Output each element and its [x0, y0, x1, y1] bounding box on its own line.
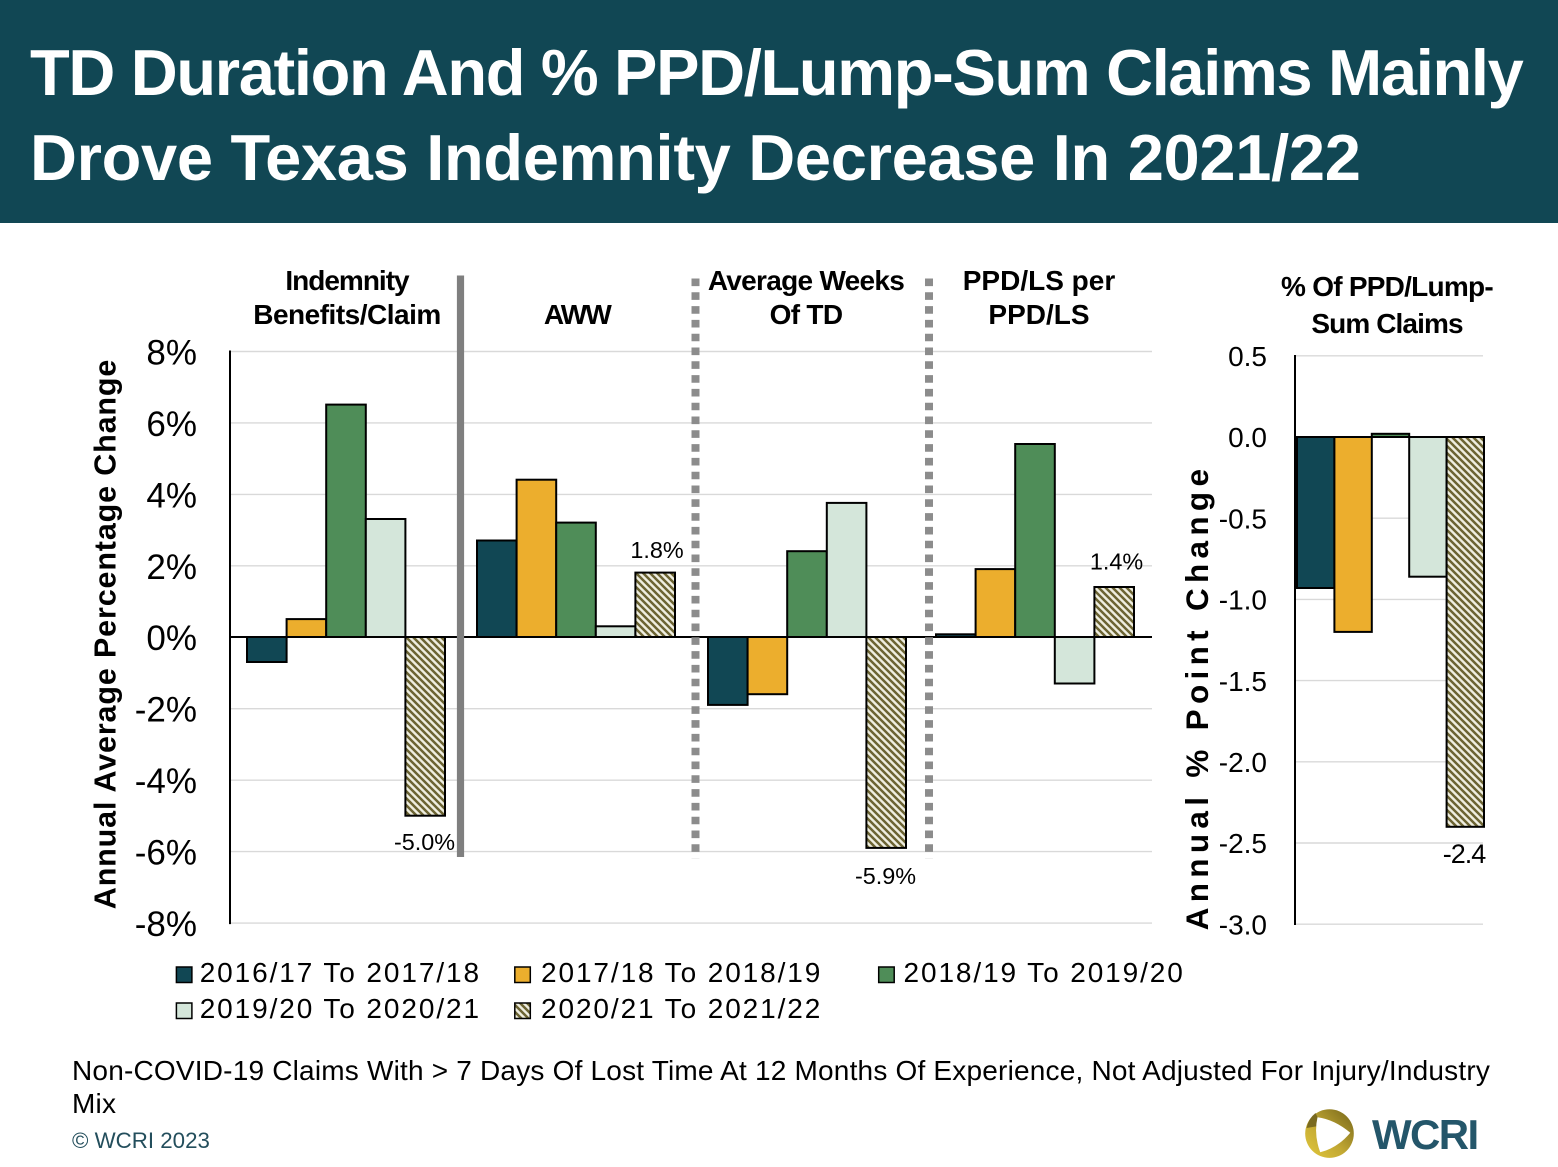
svg-text:-2.5: -2.5	[1219, 828, 1267, 859]
svg-text:Annual % Point Change: Annual % Point Change	[1179, 464, 1215, 931]
svg-text:-5.0%: -5.0%	[394, 829, 455, 855]
svg-text:2019/20 To 2020/21: 2019/20 To 2020/21	[200, 993, 481, 1024]
svg-text:% Of PPD/Lump-: % Of PPD/Lump-	[1281, 271, 1493, 302]
svg-text:-5.9%: -5.9%	[855, 863, 916, 889]
svg-text:© WCRI 2023: © WCRI 2023	[72, 1128, 210, 1153]
svg-text:-2.0: -2.0	[1219, 747, 1267, 778]
svg-text:0.0: 0.0	[1228, 422, 1267, 453]
svg-text:Average Weeks: Average Weeks	[708, 265, 904, 296]
svg-text:-4%: -4%	[135, 762, 197, 801]
svg-text:Indemnity: Indemnity	[285, 265, 410, 296]
svg-text:-3.0: -3.0	[1219, 909, 1267, 940]
svg-text:2017/18 To 2018/19: 2017/18 To 2018/19	[541, 957, 822, 988]
svg-text:0.5: 0.5	[1228, 341, 1267, 372]
svg-text:-0.5: -0.5	[1219, 503, 1267, 534]
svg-text:Annual Average Percentage Chan: Annual Average Percentage Change	[89, 359, 123, 909]
svg-text:Of TD: Of TD	[770, 299, 843, 330]
svg-text:2%: 2%	[146, 548, 197, 587]
svg-text:-8%: -8%	[135, 905, 197, 944]
svg-text:-2%: -2%	[135, 691, 197, 730]
svg-text:AWW: AWW	[544, 299, 613, 330]
svg-text:PPD/LS per: PPD/LS per	[963, 265, 1116, 296]
svg-text:Mix: Mix	[72, 1088, 116, 1119]
svg-text:0%: 0%	[146, 619, 197, 658]
svg-text:Non-COVID-19 Claims With > 7 D: Non-COVID-19 Claims With > 7 Days Of Los…	[72, 1055, 1490, 1086]
svg-text:-2.4: -2.4	[1443, 839, 1487, 869]
svg-text:PPD/LS: PPD/LS	[988, 299, 1089, 330]
svg-text:Benefits/Claim: Benefits/Claim	[253, 299, 441, 330]
svg-text:1.4%: 1.4%	[1090, 549, 1143, 575]
svg-text:4%: 4%	[146, 476, 197, 515]
svg-text:2018/19 To 2019/20: 2018/19 To 2019/20	[904, 957, 1185, 988]
svg-text:-1.0: -1.0	[1219, 585, 1267, 616]
svg-text:2020/21 To 2021/22: 2020/21 To 2021/22	[541, 993, 822, 1024]
svg-text:1.8%: 1.8%	[630, 537, 683, 563]
svg-text:6%: 6%	[146, 405, 197, 444]
svg-text:8%: 8%	[146, 334, 197, 373]
svg-text:-6%: -6%	[135, 834, 197, 873]
svg-text:WCRI: WCRI	[1372, 1111, 1478, 1158]
svg-text:-1.5: -1.5	[1219, 666, 1267, 697]
svg-text:Sum Claims: Sum Claims	[1311, 308, 1463, 339]
svg-text:2016/17 To 2017/18: 2016/17 To 2017/18	[200, 957, 481, 988]
